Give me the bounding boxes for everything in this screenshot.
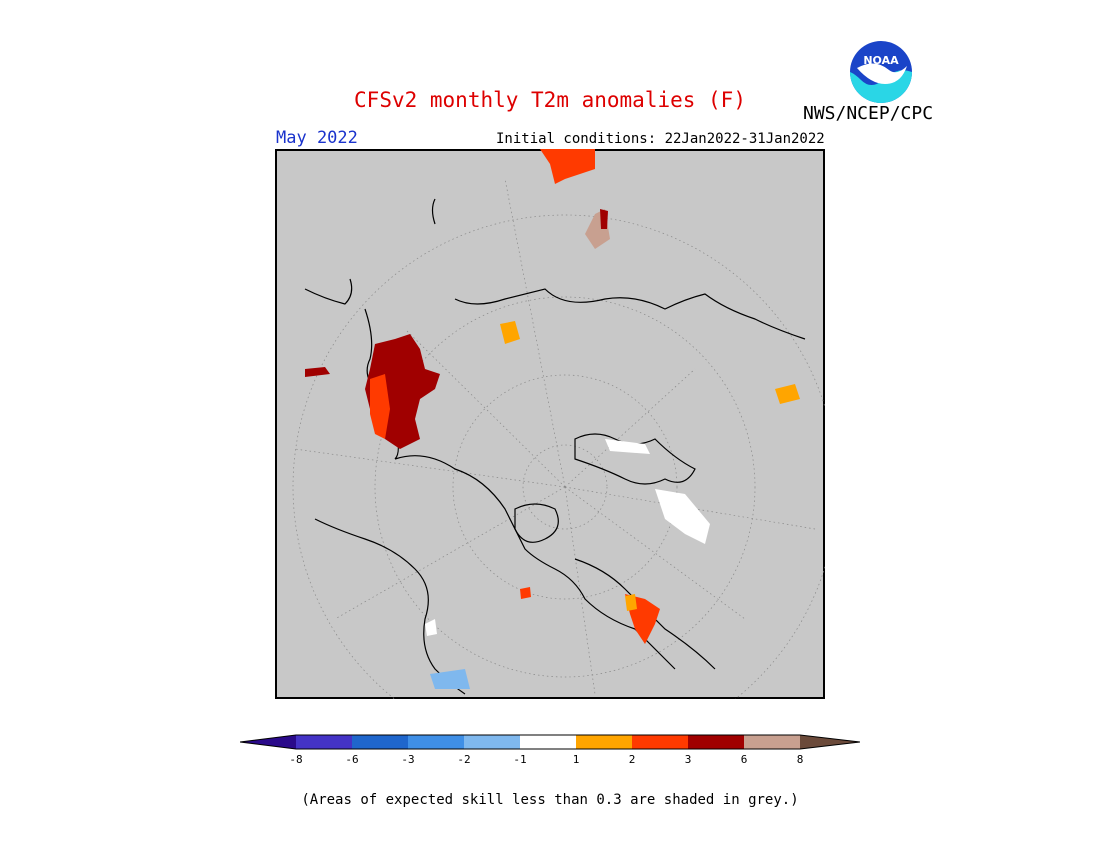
anomaly-patches: [305, 149, 800, 689]
polar-map: [275, 149, 825, 699]
tick-label: 6: [741, 753, 748, 766]
colorbar-bin: [744, 735, 800, 749]
colorbar-low-arrow: [240, 735, 296, 749]
colorbar-bin: [352, 735, 408, 749]
skill-footnote: (Areas of expected skill less than 0.3 a…: [301, 792, 799, 808]
tick-label: -1: [513, 753, 526, 766]
anomaly-south-china-sea-dark: [600, 209, 608, 229]
forecast-month: May 2022: [276, 128, 358, 148]
anomaly-arabia: [500, 321, 520, 344]
tick-label: -6: [345, 753, 358, 766]
noaa-logo: NOAA: [850, 41, 912, 103]
colorbar-bin: [464, 735, 520, 749]
colorbar-bin: [296, 735, 352, 749]
tick-label: 2: [629, 753, 636, 766]
initial-conditions: Initial conditions: 22Jan2022-31Jan2022: [496, 131, 825, 147]
anomaly-greenland-north: [605, 439, 650, 454]
coastlines: [304, 198, 806, 695]
latitude-circles: [292, 214, 825, 699]
anomaly-west-coast: [425, 619, 437, 636]
tick-label: -2: [457, 753, 470, 766]
colorbar-bin: [408, 735, 464, 749]
anomaly-iberia: [305, 367, 330, 377]
agency-label: NWS/NCEP/CPC: [803, 103, 934, 124]
tick-label: 8: [797, 753, 804, 766]
colorbar: -8 -6 -3 -2 -1 1 2 3 6 8: [240, 734, 860, 766]
anomaly-greenland: [655, 489, 710, 544]
colorbar-bin: [576, 735, 632, 749]
colorbar-bin: [520, 735, 576, 749]
tick-label: -3: [401, 753, 414, 766]
tick-label: 1: [573, 753, 580, 766]
colorbar-bin: [632, 735, 688, 749]
anomaly-north-africa-orange: [625, 594, 637, 611]
map-background: [275, 149, 825, 699]
colorbar-high-arrow: [800, 735, 860, 749]
anomaly-japan: [775, 384, 800, 404]
tick-label: 3: [685, 753, 692, 766]
logo-text: NOAA: [863, 54, 899, 67]
anomaly-california: [430, 669, 470, 689]
anomaly-south-america: [540, 149, 595, 184]
tick-label: -8: [289, 753, 302, 766]
map-title: CFSv2 monthly T2m anomalies (F): [354, 88, 746, 112]
anomaly-atlantic: [520, 587, 531, 599]
colorbar-bin: [688, 735, 744, 749]
anomaly-europe-red: [370, 374, 390, 439]
